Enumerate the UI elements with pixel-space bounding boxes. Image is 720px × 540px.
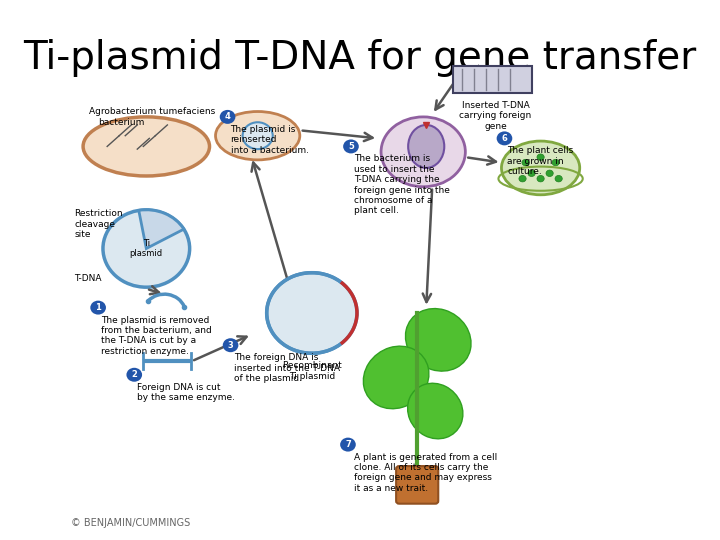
Text: Restriction
cleavage
site: Restriction cleavage site bbox=[74, 210, 122, 239]
Circle shape bbox=[222, 338, 238, 352]
Text: Ti
plasmid: Ti plasmid bbox=[130, 239, 163, 258]
Text: A plant is generated from a cell
clone. All of its cells carry the
foreign gene : A plant is generated from a cell clone. … bbox=[354, 453, 498, 493]
Circle shape bbox=[528, 170, 535, 177]
Circle shape bbox=[266, 273, 357, 353]
Text: 1: 1 bbox=[95, 303, 101, 312]
Ellipse shape bbox=[501, 141, 580, 195]
Circle shape bbox=[497, 131, 513, 145]
Circle shape bbox=[552, 159, 559, 166]
Circle shape bbox=[519, 176, 526, 182]
Text: Ti-plasmid T-DNA for gene transfer: Ti-plasmid T-DNA for gene transfer bbox=[23, 39, 697, 77]
Text: 3: 3 bbox=[228, 341, 233, 350]
Text: The plasmid is removed
from the bacterium, and
the T-DNA is cut by a
restriction: The plasmid is removed from the bacteriu… bbox=[101, 316, 212, 356]
Text: 4: 4 bbox=[225, 112, 230, 122]
Ellipse shape bbox=[83, 117, 210, 176]
Text: The foreign DNA is
inserted into the T-DNA
of the plasmid.: The foreign DNA is inserted into the T-D… bbox=[233, 353, 340, 383]
Text: Inserted T-DNA
carrying foreign
gene: Inserted T-DNA carrying foreign gene bbox=[459, 101, 531, 131]
Text: 5: 5 bbox=[348, 142, 354, 151]
Circle shape bbox=[243, 122, 273, 149]
Text: Foreign DNA is cut
by the same enzyme.: Foreign DNA is cut by the same enzyme. bbox=[138, 383, 235, 402]
Text: The plant cells
are grown in
culture.: The plant cells are grown in culture. bbox=[508, 146, 574, 176]
Ellipse shape bbox=[405, 308, 471, 371]
Circle shape bbox=[340, 437, 356, 451]
Circle shape bbox=[127, 368, 142, 382]
Ellipse shape bbox=[408, 383, 463, 439]
Circle shape bbox=[343, 139, 359, 153]
FancyBboxPatch shape bbox=[396, 466, 438, 504]
Circle shape bbox=[90, 301, 106, 315]
Text: 6: 6 bbox=[502, 134, 508, 143]
Circle shape bbox=[546, 170, 553, 177]
Text: T-DNA: T-DNA bbox=[74, 274, 102, 282]
Circle shape bbox=[103, 210, 189, 287]
Ellipse shape bbox=[381, 117, 465, 187]
Ellipse shape bbox=[408, 125, 444, 168]
Circle shape bbox=[537, 176, 544, 182]
Text: bacterium: bacterium bbox=[98, 118, 145, 127]
Circle shape bbox=[555, 176, 562, 182]
Text: The bacterium is
used to insert the
T-DNA carrying the
foreign gene into the
chr: The bacterium is used to insert the T-DN… bbox=[354, 154, 450, 215]
Circle shape bbox=[522, 159, 529, 166]
Text: The plasmid is
reinserted
into a bacterium.: The plasmid is reinserted into a bacteri… bbox=[230, 125, 309, 155]
Circle shape bbox=[220, 110, 235, 124]
FancyBboxPatch shape bbox=[454, 66, 531, 93]
Text: Recombinant
Ti plasmid: Recombinant Ti plasmid bbox=[282, 361, 342, 381]
Wedge shape bbox=[139, 210, 184, 248]
Circle shape bbox=[537, 154, 544, 160]
Text: Agrobacterium tumefaciens: Agrobacterium tumefaciens bbox=[89, 107, 215, 116]
Text: 2: 2 bbox=[131, 370, 138, 379]
Ellipse shape bbox=[364, 346, 429, 409]
Text: © BENJAMIN/CUMMINGS: © BENJAMIN/CUMMINGS bbox=[71, 518, 190, 528]
Text: 7: 7 bbox=[345, 440, 351, 449]
Ellipse shape bbox=[215, 112, 300, 160]
